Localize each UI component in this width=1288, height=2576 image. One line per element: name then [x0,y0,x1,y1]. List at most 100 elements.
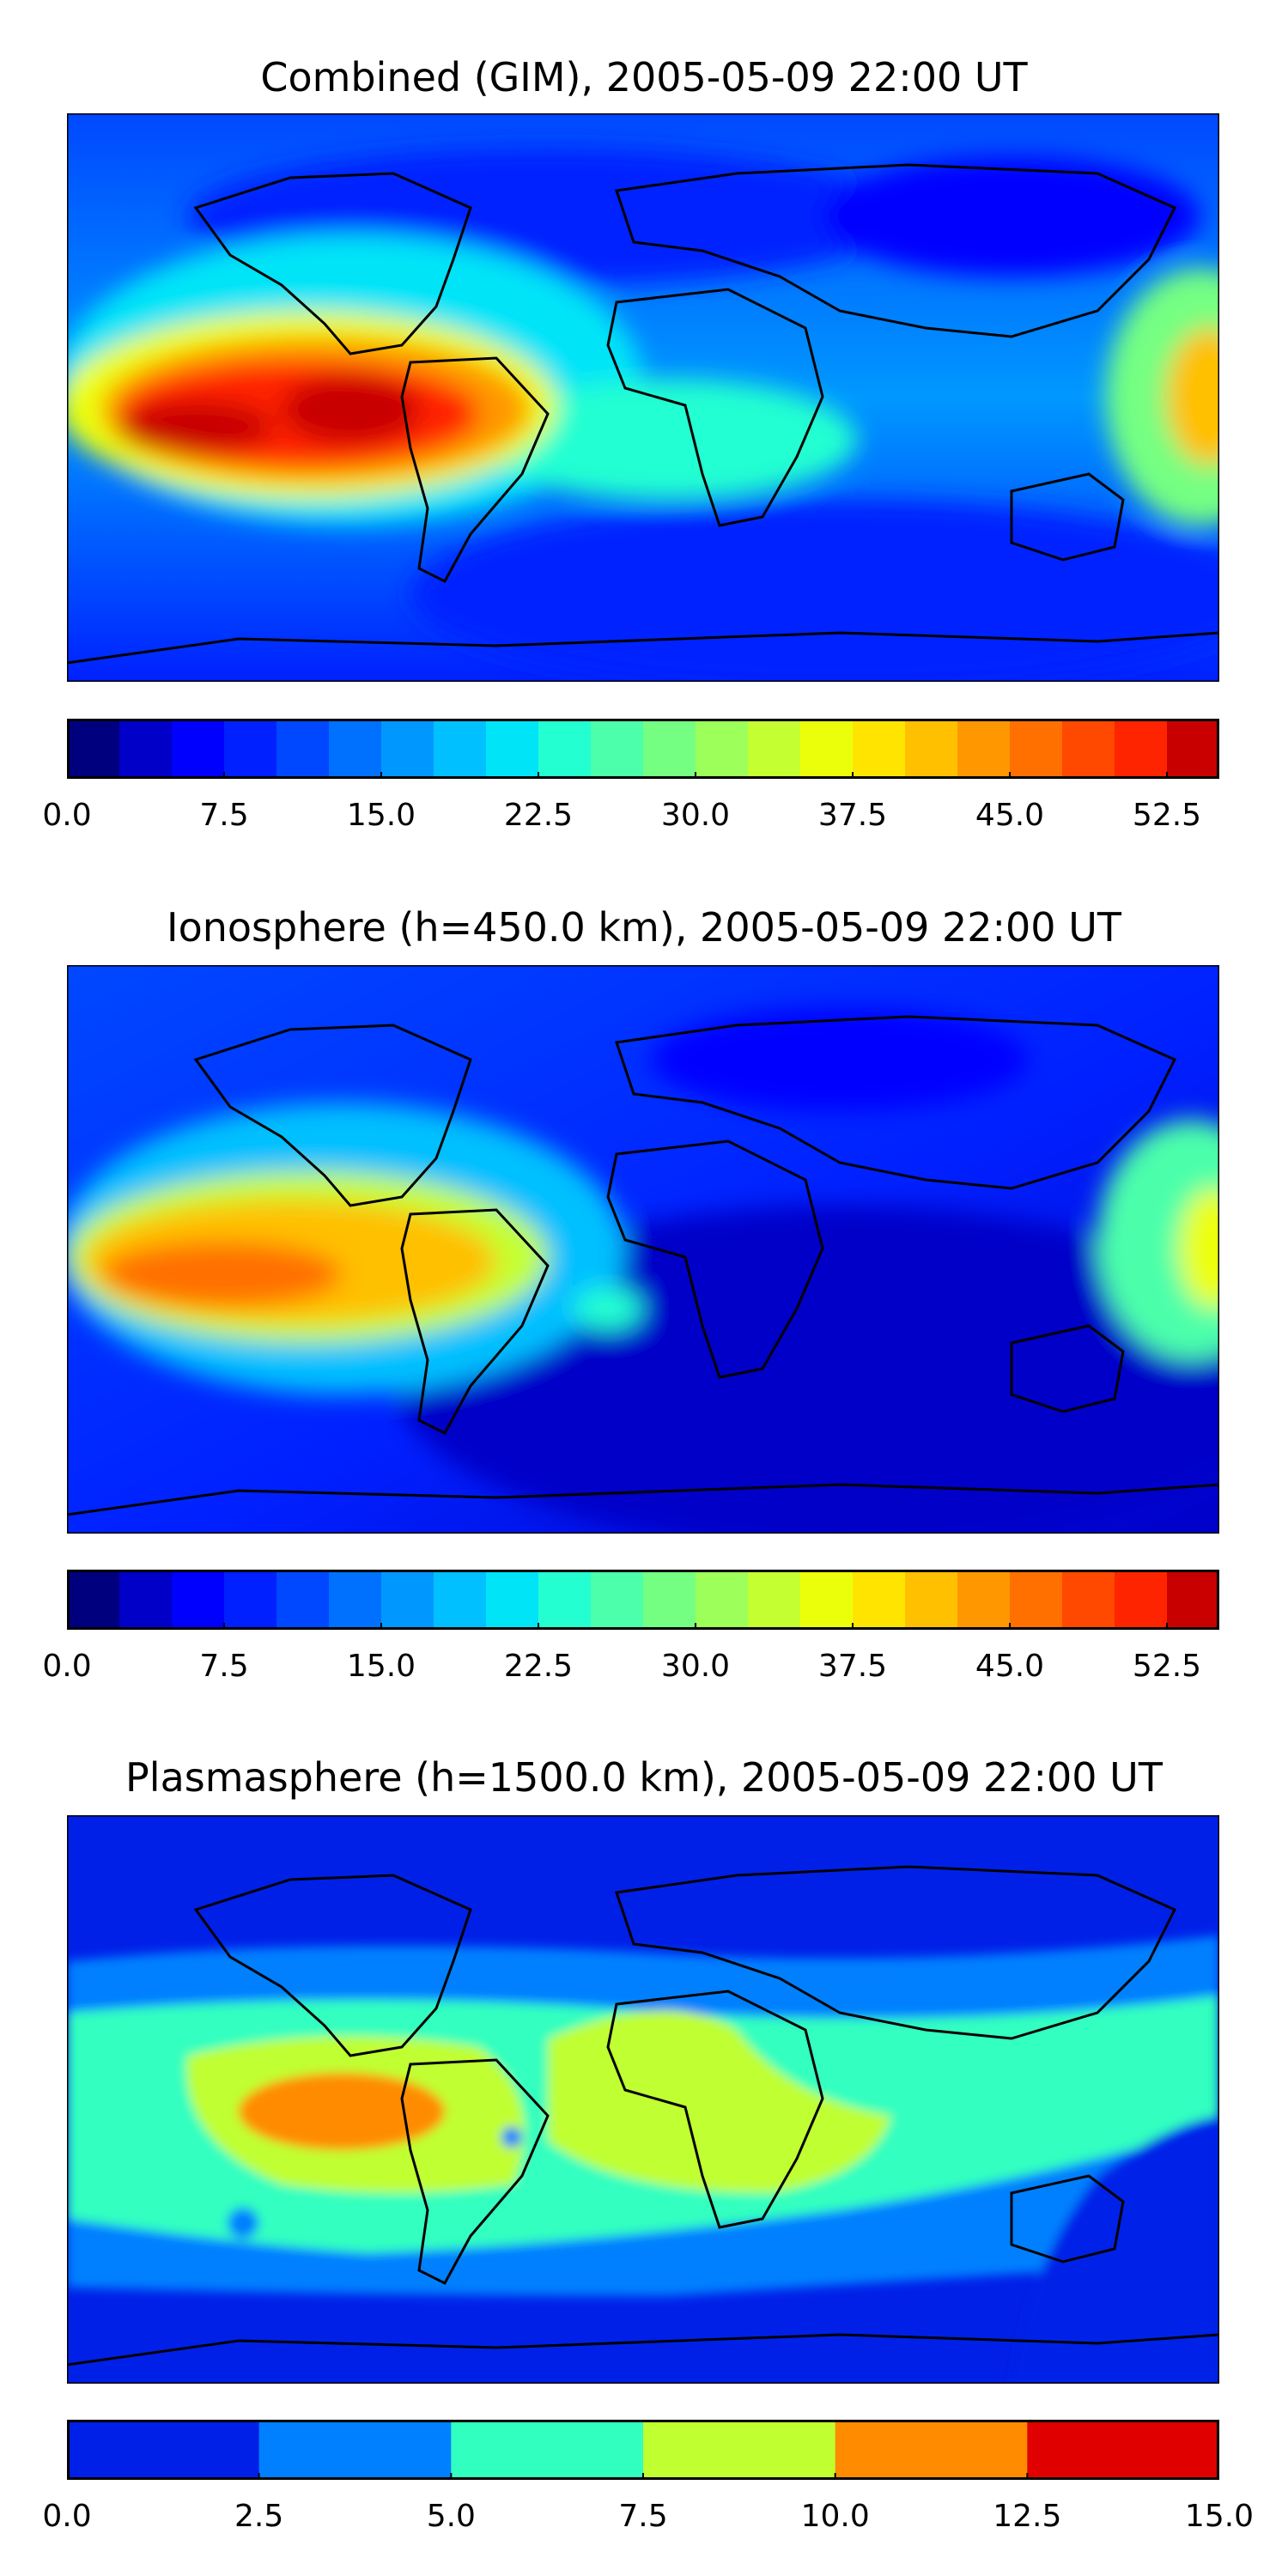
colorbar-segment [643,2420,836,2480]
panel-2-title: Ionosphere (h=450.0 km), 2005-05-09 22:0… [167,904,1121,951]
panel-1-blob-west-pacific [1106,268,1219,526]
colorbar-tick-label: 0.0 [42,798,92,833]
panel-3-blob-high-east [548,2010,891,2193]
panel-3-title: Plasmasphere (h=1500.0 km), 2005-05-09 2… [125,1754,1163,1801]
panel-1-australia [1010,472,1125,562]
colorbar-segment [67,719,120,779]
colorbar-tick-label: 45.0 [975,1649,1045,1684]
colorbar-tick-label: 37.5 [817,798,888,833]
panel-3-colorbar [67,2420,1219,2480]
panel-1-colorbar-ticks: 0.0 7.5 15.0 22.5 30.0 37.5 45.0 52.5 [42,798,1219,838]
colorbar-segment [591,719,644,779]
colorbar-tick-label: 7.5 [199,798,249,833]
colorbar-segment [643,1570,696,1630]
colorbar-segment [538,1570,592,1630]
colorbar-tick-label: 45.0 [975,798,1045,833]
panel-1-title: Combined (GIM), 2005-05-09 22:00 UT [260,54,1028,100]
colorbar-segment [853,719,906,779]
colorbar-segment [957,719,1011,779]
colorbar-tick-label: 12.5 [993,2499,1062,2534]
colorbar-tick-label: 2.5 [234,2499,284,2534]
colorbar-segment [1167,719,1219,779]
colorbar-segment [434,719,487,779]
colorbar-segment [1010,719,1063,779]
panel-3-blob-low-spot-2 [501,2127,522,2148]
panel-3-colorbar-ticks: 0.0 2.5 5.0 7.5 10.0 12.5 15.0 [42,2499,1254,2539]
panel-2-antarctica [67,1483,1219,1516]
panel-1-eurasia [615,163,1177,338]
panel-2-africa [606,1139,824,1379]
colorbar-segment [696,1570,749,1630]
colorbar-segment [905,1570,958,1630]
panel-3-blob-peak [239,2073,445,2150]
colorbar-segment [258,2420,452,2480]
colorbar-segment [957,1570,1011,1630]
colorbar-segment [1062,719,1115,779]
colorbar-segment [276,719,330,779]
panel-1-coastlines [67,163,1219,665]
colorbar-segment [1010,1570,1063,1630]
panel-1-south-america [400,356,550,583]
panel-1-africa [606,288,824,527]
panel-2-australia [1010,1324,1125,1413]
colorbar-tick-label: 15.0 [346,1649,416,1684]
panel-3-coastlines [67,1865,1219,2366]
colorbar-segment [329,719,382,779]
panel-2-north-america [193,1024,472,1207]
panel-2-eurasia [615,1015,1177,1190]
colorbar-segment [224,1570,277,1630]
colorbar-frame [67,719,1219,779]
colorbar-segment [538,719,592,779]
panel-2-map [67,965,1219,1534]
colorbar-segment [381,719,434,779]
colorbar-segment [1062,1570,1115,1630]
colorbar-segment [1027,2420,1219,2480]
colorbar-segment [591,1570,644,1630]
panel-2-blob-west-pacific-core [1179,1188,1219,1309]
colorbar-segment [835,2420,1028,2480]
panel-3-north-america [193,1874,472,2057]
colorbar-segment [905,719,958,779]
panel-3-blob-low-spot-1 [228,2208,258,2239]
colorbar-segment [276,1570,330,1630]
panel-1-blob-low-asia [823,156,1200,276]
colorbar-segment [486,1570,539,1630]
panel-1-blob-peak-core-east [282,375,419,444]
colorbar-tick-label: 7.5 [199,1649,249,1684]
colorbar-segment [67,1570,120,1630]
panel-2-colorbar-ticks: 0.0 7.5 15.0 22.5 30.0 37.5 45.0 52.5 [42,1649,1219,1689]
panel-3-antarctica [67,2333,1219,2366]
colorbar-segment [172,719,225,779]
panel-1-blob-west-pacific-core [1166,328,1219,465]
colorbar-tick-label: 7.5 [618,2499,668,2534]
panel-3-eurasia [615,1865,1177,2040]
panel-2-blob-atlantic [574,1287,642,1330]
panel-3-australia [1010,2174,1125,2263]
colorbar-tick-label: 52.5 [1132,1649,1202,1684]
colorbar-segment [748,1570,801,1630]
panel-3-south-america [400,2058,550,2285]
colorbar-segment [1167,1570,1219,1630]
colorbar-tick-label: 22.5 [503,1649,574,1684]
panel-1-colorbar [67,719,1219,779]
colorbar-frame [67,1570,1219,1630]
colorbar-segment [696,719,749,779]
panel-3-africa [606,1990,824,2229]
colorbar-segment [1115,1570,1168,1630]
panel-2-blob-peak [101,1242,342,1307]
colorbar-tick-label: 22.5 [503,798,574,833]
colorbar-segment [67,2420,260,2480]
colorbar-tick-label: 0.0 [42,1649,92,1684]
colorbar-segment [119,719,173,779]
panel-1-blob-peak-core-west [118,401,273,453]
panel-2-blob-low-north [651,1008,1029,1111]
panel-2-south-america [400,1208,550,1435]
colorbar-tick-label: 5.0 [426,2499,476,2534]
colorbar-segment [434,1570,487,1630]
colorbar-segment [381,1570,434,1630]
panel-2-colorbar [67,1570,1219,1630]
colorbar-segment [853,1570,906,1630]
colorbar-segment [748,719,801,779]
colorbar-tick-label: 15.0 [346,798,416,833]
colorbar-segment [224,719,277,779]
